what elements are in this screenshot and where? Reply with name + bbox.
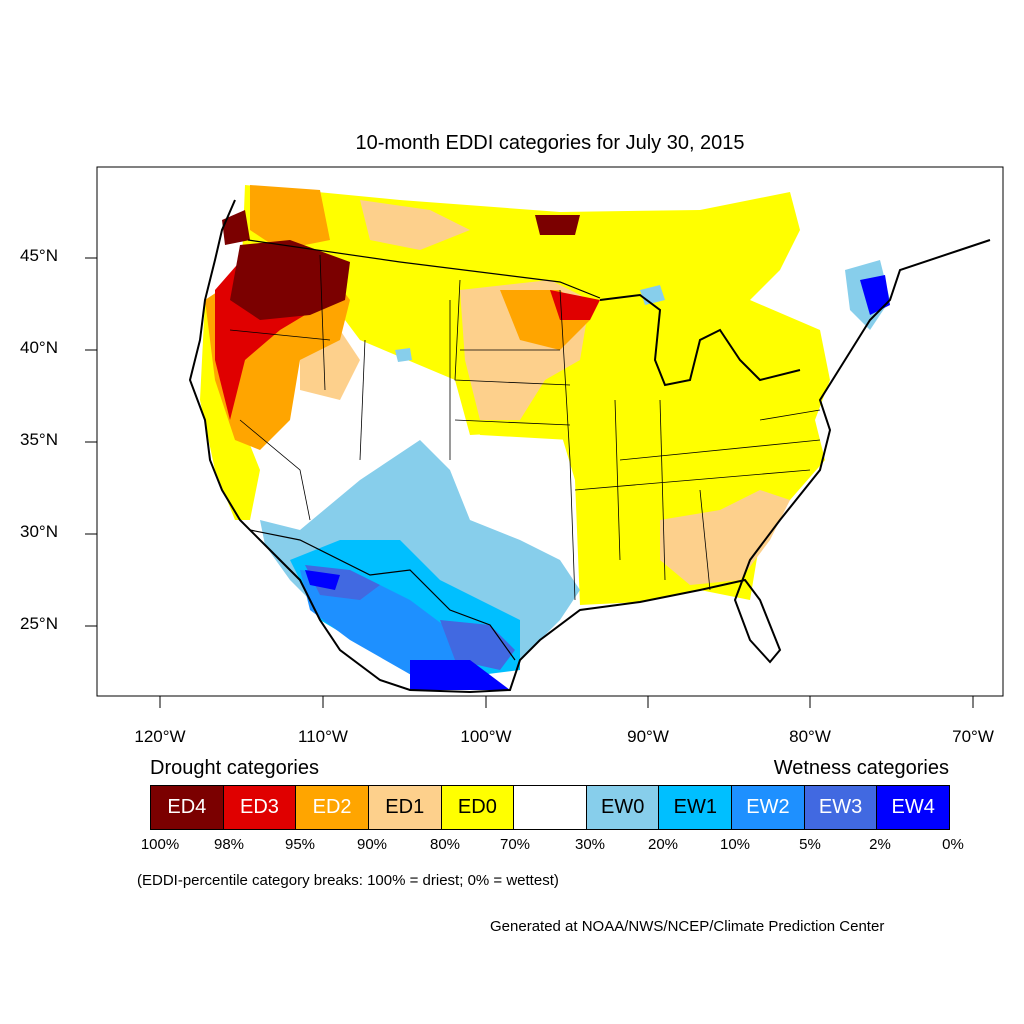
- us-mexico-border: [249, 529, 516, 661]
- legend-label-ew3: EW3: [818, 796, 863, 818]
- legend-box-ed3: ED3: [223, 786, 297, 829]
- legend-tick-100: 100%: [140, 836, 180, 853]
- legend-label-ew4: EW4: [891, 796, 935, 818]
- category-breaks-note: (EDDI-percentile category breaks: 100% =…: [137, 872, 559, 889]
- legend-tick-80: 80%: [429, 836, 461, 853]
- region-ed4-superior: [535, 215, 580, 235]
- legend-box-ew4: EW4: [877, 786, 950, 829]
- legend-label-ed1: ED1: [385, 796, 425, 818]
- legend-tick-30: 30%: [574, 836, 606, 853]
- region-ew4-south: [410, 660, 510, 690]
- legend-label-ed4: ED4: [167, 796, 207, 818]
- map-title: 10-month EDDI categories for July 30, 20…: [355, 132, 745, 154]
- great-lakes: [599, 293, 801, 387]
- legend-box-ew1: EW1: [659, 786, 733, 829]
- region-ed1-southeast: [660, 490, 790, 585]
- legend-tick-90: 90%: [356, 836, 388, 853]
- legend-box-ed1: ED1: [368, 786, 442, 829]
- region-ed2-north: [250, 185, 330, 250]
- lat-label-35: 35°N: [20, 430, 58, 449]
- legend-box-ew2: EW2: [732, 786, 805, 829]
- legend-tick-98: 98%: [213, 836, 245, 853]
- legend-box-ed4: ED4: [151, 786, 224, 829]
- legend-label-ew2: EW2: [746, 796, 790, 818]
- lon-label-120w: 120°W: [134, 727, 186, 746]
- lat-label-30: 30°N: [20, 522, 58, 541]
- legend-tick-20: 20%: [647, 836, 679, 853]
- lat-ticks: [85, 257, 97, 627]
- lon-label-90w: 90°W: [627, 727, 669, 746]
- credit-text: Generated at NOAA/NWS/NCEP/Climate Predi…: [490, 918, 885, 935]
- lon-label-70w: 70°W: [952, 727, 994, 746]
- lat-label-45: 45°N: [20, 246, 58, 265]
- wetness-categories-heading: Wetness categories: [773, 757, 949, 779]
- legend-tick-70: 70%: [499, 836, 531, 853]
- category-legend: ED4 ED3 ED2 ED1 ED0 EW0 EW1 EW2 EW3 EW4: [150, 785, 950, 830]
- state-borders: [229, 254, 821, 601]
- legend-label-ed3: ED3: [240, 796, 279, 818]
- legend-box-ed2: ED2: [296, 786, 369, 829]
- region-ed1-northwest: [360, 200, 470, 250]
- coastline: [188, 199, 991, 694]
- legend-box-normal: [514, 786, 587, 829]
- legend-label-ed0: ED0: [457, 796, 497, 818]
- legend-tick-5: 5%: [799, 836, 821, 853]
- legend-tick-2: 2%: [869, 836, 891, 853]
- legend-box-ew3: EW3: [804, 786, 878, 829]
- lon-ticks: [159, 696, 974, 708]
- us-canada-border: [247, 239, 601, 299]
- lon-label-80w: 80°W: [789, 727, 831, 746]
- map-frame: [96, 166, 1004, 697]
- region-ew4-mexico: [305, 570, 340, 590]
- region-ew0-colorado: [395, 348, 412, 362]
- legend-label-ew0: EW0: [600, 796, 645, 818]
- drought-categories-heading: Drought categories: [150, 757, 319, 779]
- legend-box-ew0: EW0: [586, 786, 660, 829]
- legend-box-ed0: ED0: [441, 786, 515, 829]
- legend-tick-0: 0%: [942, 836, 964, 853]
- legend-label-ew1: EW1: [673, 796, 717, 818]
- legend-tick-10: 10%: [719, 836, 751, 853]
- legend-tick-95: 95%: [284, 836, 316, 853]
- region-ew4-maine: [860, 275, 890, 315]
- lon-label-110w: 110°W: [298, 727, 348, 746]
- lat-label-25: 25°N: [20, 614, 58, 633]
- region-ed3-minnesota: [550, 290, 600, 320]
- lon-label-100w: 100°W: [460, 727, 512, 746]
- lat-label-40: 40°N: [20, 338, 58, 357]
- region-ed4-coast: [222, 210, 250, 245]
- legend-label-ed2: ED2: [312, 796, 352, 818]
- region-ew3-texas: [440, 620, 515, 670]
